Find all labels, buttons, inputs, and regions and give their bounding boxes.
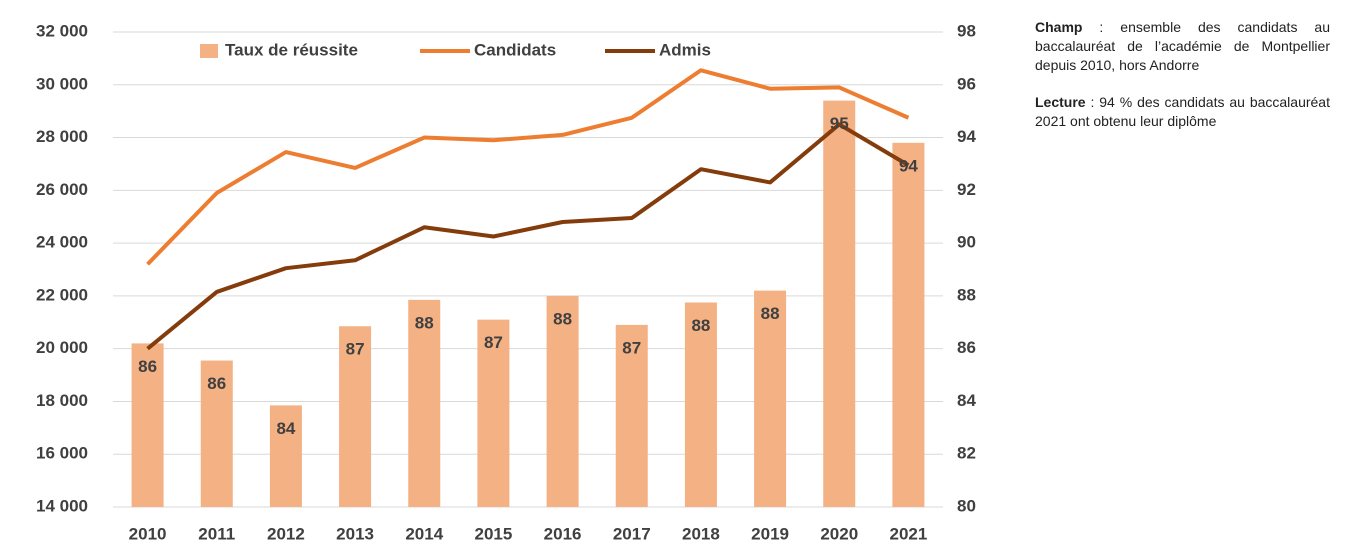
bar xyxy=(684,302,717,507)
y-tick-label: 24 000 xyxy=(36,233,88,252)
y2-tick-label: 88 xyxy=(957,285,976,304)
data-label: 88 xyxy=(415,313,434,332)
note: Champ : ensemble des candidats au baccal… xyxy=(1035,18,1330,75)
y2-tick-label: 90 xyxy=(957,233,976,252)
data-label: 88 xyxy=(761,304,780,323)
x-tick-label: 2016 xyxy=(544,524,582,543)
bar xyxy=(546,295,579,507)
legend-label: Candidats xyxy=(474,40,556,59)
data-label: 87 xyxy=(346,340,365,359)
data-label: 86 xyxy=(207,374,226,393)
y2-tick-label: 92 xyxy=(957,180,976,199)
legend-label: Taux de réussite xyxy=(225,40,358,59)
y2-tick-label: 82 xyxy=(957,444,976,463)
line xyxy=(146,122,910,351)
y-tick-label: 14 000 xyxy=(36,496,88,515)
y2-tick-label: 86 xyxy=(957,338,976,357)
data-label: 95 xyxy=(830,114,849,133)
data-label: 88 xyxy=(553,309,572,328)
y2-tick-label: 94 xyxy=(957,127,976,146)
y2-tick-label: 80 xyxy=(957,496,976,515)
y-tick-label: 26 000 xyxy=(36,180,88,199)
bar xyxy=(477,319,510,507)
legend-swatch xyxy=(200,44,218,58)
note-label: Champ xyxy=(1035,19,1083,35)
y-tick-label: 16 000 xyxy=(36,444,88,463)
x-tick-label: 2010 xyxy=(129,524,167,543)
data-label: 86 xyxy=(138,357,157,376)
bar xyxy=(408,299,441,507)
x-tick-label: 2013 xyxy=(336,524,374,543)
chart: 14 000 16 000 18 000 20 000 22 000 24 000 26 0… xyxy=(36,21,976,543)
x-tick-label: 2019 xyxy=(751,524,789,543)
y-tick-label: 28 000 xyxy=(36,127,88,146)
y2-tick-label: 84 xyxy=(957,391,976,410)
bar xyxy=(892,142,925,508)
legend-label: Admis xyxy=(659,40,711,59)
note-text: : ensemble des candidats au baccalauréat… xyxy=(1035,19,1330,73)
data-label: 87 xyxy=(484,333,503,352)
data-label: 88 xyxy=(691,316,710,335)
note-text: : 94 % des candidats au baccalauréat 202… xyxy=(1035,93,1330,129)
bar xyxy=(269,405,302,507)
note: Lecture : 94 % des candidats au baccalau… xyxy=(1035,93,1330,131)
y-tick-label: 22 000 xyxy=(36,285,88,304)
x-tick-label: 2020 xyxy=(820,524,858,543)
y-tick-label: 30 000 xyxy=(36,74,88,93)
x-tick-label: 2012 xyxy=(267,524,305,543)
line xyxy=(146,68,910,266)
y2-tick-label: 98 xyxy=(957,21,976,40)
bar xyxy=(200,360,233,507)
x-tick-label: 2017 xyxy=(613,524,651,543)
x-tick-label: 2014 xyxy=(405,524,443,543)
note-label: Lecture xyxy=(1035,93,1086,110)
bar xyxy=(754,290,787,507)
y2-tick-label: 96 xyxy=(957,74,976,93)
x-tick-label: 2015 xyxy=(475,524,513,543)
x-tick-label: 2018 xyxy=(682,524,720,543)
x-tick-label: 2021 xyxy=(890,524,928,543)
y-tick-label: 18 000 xyxy=(36,391,88,410)
bar xyxy=(823,100,856,507)
notes: Champ : ensemble des candidats au baccal… xyxy=(1035,18,1330,148)
data-label: 87 xyxy=(622,338,641,357)
data-label: 94 xyxy=(899,156,918,175)
bar xyxy=(339,326,372,507)
bar xyxy=(131,343,164,507)
x-tick-label: 2011 xyxy=(198,524,235,543)
bar xyxy=(615,324,648,507)
y-tick-label: 20 000 xyxy=(36,338,88,357)
data-label: 84 xyxy=(276,419,295,438)
y-tick-label: 32 000 xyxy=(36,21,88,40)
